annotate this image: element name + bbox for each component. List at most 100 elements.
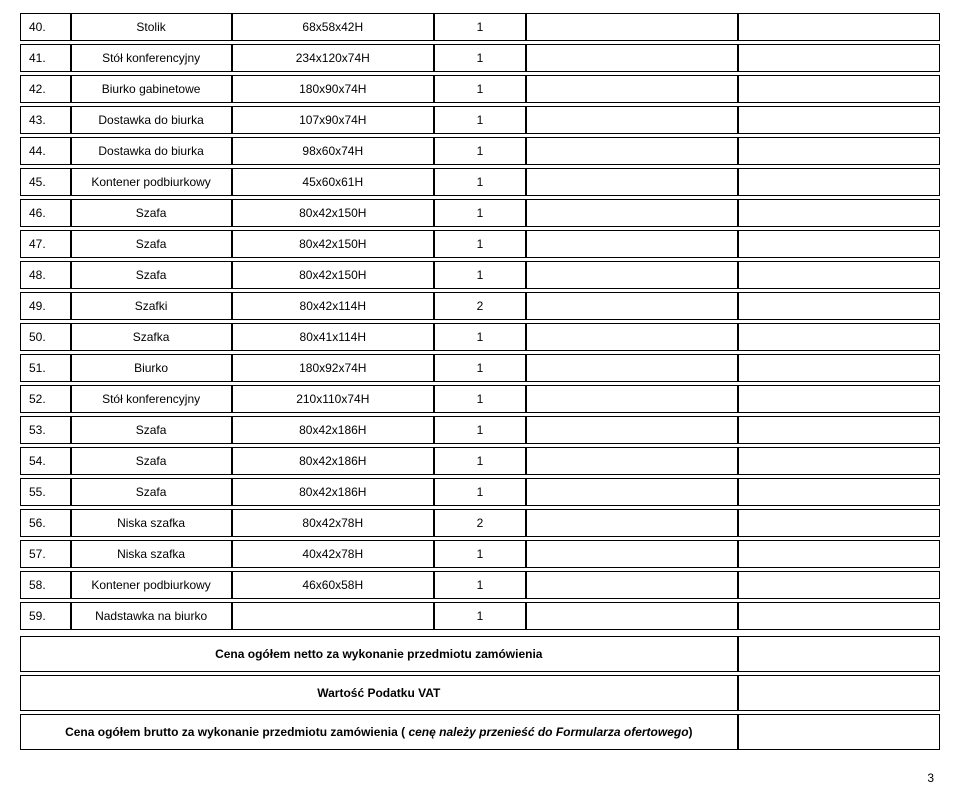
cell-empty (526, 354, 738, 382)
table-row: 57.Niska szafka40x42x78H1 (20, 540, 940, 568)
cell-empty (526, 106, 738, 134)
cell-qty: 1 (434, 323, 526, 351)
cell-name: Szafa (71, 447, 232, 475)
cell-qty: 1 (434, 602, 526, 630)
cell-dim: 80x42x150H (232, 230, 434, 258)
cell-name: Szafki (71, 292, 232, 320)
cell-qty: 1 (434, 199, 526, 227)
cell-idx: 57. (20, 540, 71, 568)
cell-empty (738, 385, 940, 413)
cell-empty (526, 75, 738, 103)
cell-idx: 58. (20, 571, 71, 599)
summary-vat-label: Wartość Podatku VAT (20, 675, 738, 711)
cell-empty (738, 478, 940, 506)
cell-empty (526, 416, 738, 444)
table-row: 56.Niska szafka80x42x78H2 (20, 509, 940, 537)
cell-name: Szafa (71, 478, 232, 506)
cell-empty (738, 13, 940, 41)
summary-netto-label: Cena ogółem netto za wykonanie przedmiot… (20, 636, 738, 672)
cell-empty (738, 509, 940, 537)
cell-idx: 52. (20, 385, 71, 413)
cell-empty (526, 540, 738, 568)
cell-dim: 80x42x78H (232, 509, 434, 537)
table-row: 46.Szafa80x42x150H1 (20, 199, 940, 227)
cell-name: Biurko (71, 354, 232, 382)
cell-empty (738, 44, 940, 72)
cell-empty (738, 447, 940, 475)
cell-idx: 43. (20, 106, 71, 134)
cell-empty (738, 230, 940, 258)
cell-empty (738, 261, 940, 289)
cell-name: Szafa (71, 230, 232, 258)
cell-empty (526, 602, 738, 630)
cell-qty: 1 (434, 44, 526, 72)
cell-idx: 48. (20, 261, 71, 289)
cell-idx: 40. (20, 13, 71, 41)
summary-brutto-value (738, 714, 940, 750)
cell-qty: 1 (434, 385, 526, 413)
cell-name: Dostawka do biurka (71, 137, 232, 165)
cell-name: Szafa (71, 199, 232, 227)
cell-dim (232, 602, 434, 630)
cell-dim: 80x41x114H (232, 323, 434, 351)
cell-dim: 40x42x78H (232, 540, 434, 568)
summary-table: Cena ogółem netto za wykonanie przedmiot… (20, 633, 940, 753)
cell-dim: 98x60x74H (232, 137, 434, 165)
cell-dim: 80x42x150H (232, 261, 434, 289)
cell-dim: 180x90x74H (232, 75, 434, 103)
table-row: 49.Szafki80x42x114H2 (20, 292, 940, 320)
cell-empty (526, 168, 738, 196)
cell-dim: 210x110x74H (232, 385, 434, 413)
cell-idx: 59. (20, 602, 71, 630)
cell-qty: 1 (434, 13, 526, 41)
cell-empty (526, 44, 738, 72)
cell-empty (526, 261, 738, 289)
brutto-prefix: Cena ogółem brutto za wykonanie przedmio… (65, 725, 408, 739)
cell-dim: 68x58x42H (232, 13, 434, 41)
cell-empty (526, 478, 738, 506)
cell-empty (738, 199, 940, 227)
cell-qty: 1 (434, 106, 526, 134)
furniture-table: 40.Stolik68x58x42H141.Stół konferencyjny… (20, 10, 940, 633)
cell-empty (526, 509, 738, 537)
cell-name: Stolik (71, 13, 232, 41)
cell-qty: 1 (434, 168, 526, 196)
cell-empty (526, 199, 738, 227)
table-row: 55.Szafa80x42x186H1 (20, 478, 940, 506)
table-row: 58.Kontener podbiurkowy46x60x58H1 (20, 571, 940, 599)
cell-idx: 42. (20, 75, 71, 103)
cell-empty (738, 292, 940, 320)
summary-row-netto: Cena ogółem netto za wykonanie przedmiot… (20, 636, 940, 672)
cell-empty (526, 323, 738, 351)
cell-name: Niska szafka (71, 509, 232, 537)
cell-dim: 80x42x186H (232, 478, 434, 506)
cell-name: Stół konferencyjny (71, 385, 232, 413)
table-row: 47.Szafa80x42x150H1 (20, 230, 940, 258)
cell-empty (526, 447, 738, 475)
cell-qty: 1 (434, 416, 526, 444)
cell-name: Biurko gabinetowe (71, 75, 232, 103)
cell-name: Niska szafka (71, 540, 232, 568)
cell-name: Stół konferencyjny (71, 44, 232, 72)
cell-dim: 234x120x74H (232, 44, 434, 72)
cell-empty (526, 137, 738, 165)
cell-empty (526, 571, 738, 599)
cell-dim: 80x42x186H (232, 447, 434, 475)
cell-empty (738, 323, 940, 351)
cell-dim: 45x60x61H (232, 168, 434, 196)
cell-empty (526, 385, 738, 413)
table-row: 50.Szafka80x41x114H1 (20, 323, 940, 351)
cell-idx: 41. (20, 44, 71, 72)
cell-idx: 49. (20, 292, 71, 320)
cell-empty (738, 106, 940, 134)
cell-qty: 1 (434, 447, 526, 475)
cell-dim: 107x90x74H (232, 106, 434, 134)
brutto-suffix: ) (689, 725, 693, 739)
cell-qty: 2 (434, 509, 526, 537)
cell-name: Nadstawka na biurko (71, 602, 232, 630)
cell-idx: 50. (20, 323, 71, 351)
cell-dim: 46x60x58H (232, 571, 434, 599)
table-row: 43.Dostawka do biurka107x90x74H1 (20, 106, 940, 134)
table-row: 54.Szafa80x42x186H1 (20, 447, 940, 475)
cell-idx: 44. (20, 137, 71, 165)
